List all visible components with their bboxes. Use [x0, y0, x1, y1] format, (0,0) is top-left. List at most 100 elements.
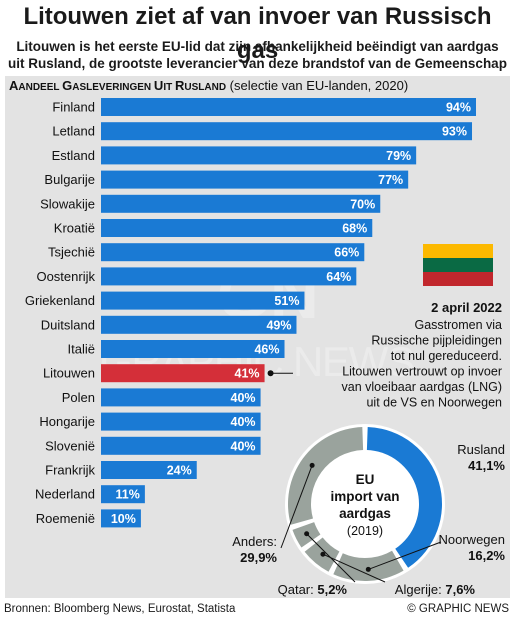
bar-highlight	[101, 364, 265, 383]
caps-initial: G	[62, 78, 72, 93]
bar	[101, 146, 417, 165]
bar	[101, 485, 145, 504]
annotation-line: Litouwen vertrouwt op invoer	[342, 365, 502, 379]
bar-value-label: 41%	[235, 367, 260, 381]
bar-value-label: 79%	[386, 149, 411, 163]
bar	[101, 315, 297, 334]
bar-category-label: Oostenrijk	[36, 269, 95, 284]
donut-label-value: 7,6%	[445, 582, 475, 597]
chart-title-caps: AANDEEL GASLEVERINGEN UIT RUSLAND	[9, 78, 226, 93]
bar-category-label: Slovenië	[45, 438, 95, 453]
bar	[101, 436, 261, 455]
chart-title: AANDEEL GASLEVERINGEN UIT RUSLAND (selec…	[9, 78, 408, 93]
subtitle-line-1: Litouwen is het eerste EU-lid dat zijn a…	[16, 39, 499, 54]
donut-label-value: 29,9%	[240, 550, 277, 565]
bar-category-label: Hongarije	[39, 414, 95, 429]
bar-category-label: Finland	[52, 100, 95, 115]
bar-category-label: Nederland	[35, 487, 95, 502]
donut-label-name: Algerije:	[395, 582, 446, 597]
annotation-line: tot nul gereduceerd.	[391, 349, 502, 363]
donut-label-name: Noorwegen	[439, 532, 506, 547]
donut-label-qatar: Qatar: 5,2%	[278, 582, 348, 597]
bar-value-label: 46%	[254, 343, 279, 357]
bar	[101, 170, 409, 189]
bar-value-label: 68%	[342, 222, 367, 236]
headline: Litouwen ziet af van invoer van Russisch…	[23, 3, 492, 64]
bar	[101, 461, 197, 479]
bar-value-label: 77%	[378, 173, 403, 187]
annotation-line: Gasstromen via	[414, 318, 502, 332]
bar-category-label: Letland	[52, 124, 95, 139]
donut-label-name: Anders:	[232, 534, 277, 549]
annotation-line: Russische pijpleidingen	[371, 334, 502, 348]
bar-category-label: Bulgarije	[44, 172, 95, 187]
donut-center-label: import van	[330, 489, 399, 504]
chart-svg: AANDEEL GASLEVERINGEN UIT RUSLAND (selec…	[9, 78, 506, 597]
bar-value-label: 49%	[266, 318, 291, 332]
donut-leader-line	[322, 553, 386, 583]
credit: © GRAPHIC NEWS	[407, 603, 509, 615]
caps-initial: A	[9, 78, 19, 93]
donut-leader-dot	[320, 551, 326, 557]
bar-category-label: Polen	[62, 390, 95, 405]
bar-value-label: 10%	[111, 512, 136, 526]
bar-category-label: Litouwen	[43, 366, 95, 381]
donut-label-value: 41,1%	[468, 458, 505, 473]
bar-value-label: 40%	[231, 415, 256, 429]
donut-leader-dot	[309, 462, 315, 468]
bar-category-label: Tsjechië	[48, 245, 95, 260]
bar	[101, 194, 381, 213]
bar-category-label: Slowakije	[40, 196, 95, 211]
bar-value-label: 66%	[334, 246, 359, 260]
caps-rest: ASLEVERINGEN	[72, 82, 154, 93]
caps-rest: ANDEEL	[18, 82, 62, 93]
bar-value-label: 70%	[350, 197, 375, 211]
chart-title-note: (selectie van EU-landen, 2020)	[226, 78, 408, 93]
annotation-line: uit de VS en Noorwegen	[366, 396, 502, 410]
bar-value-label: 93%	[442, 125, 467, 139]
source-note: Bronnen: Bloomberg News, Eurostat, Stati…	[4, 603, 236, 615]
donut-center-label: aardgas	[339, 506, 391, 521]
bar-category-label: Frankrijk	[45, 463, 95, 478]
annotation-line: van vloeibaar aardgas (LNG)	[342, 380, 503, 394]
bar	[101, 219, 373, 237]
bar	[101, 388, 261, 407]
bar-value-label: 40%	[231, 439, 256, 453]
caps-initial: U	[154, 78, 163, 93]
donut-leader-line	[368, 541, 442, 570]
caps-initial: R	[175, 78, 185, 93]
donut-slice	[366, 427, 443, 568]
donut-center-label: (2019)	[347, 524, 383, 538]
bar	[101, 243, 365, 262]
subtitle-line-2: uit Rusland, de grootste leverancier van…	[8, 56, 507, 71]
bar	[101, 98, 476, 116]
donut-label-name: Qatar:	[278, 582, 318, 597]
bar-value-label: 11%	[116, 488, 140, 502]
bar-category-label: Griekenland	[25, 293, 95, 308]
bar	[101, 291, 305, 310]
donut-leader-dot	[304, 531, 310, 537]
flag-stripe-yellow	[423, 244, 493, 258]
bar	[101, 509, 141, 528]
donut-label-value: 16,2%	[468, 548, 505, 563]
bar-category-label: Kroatië	[54, 221, 95, 236]
bar-value-label: 94%	[446, 101, 471, 115]
bar-value-label: 24%	[167, 464, 192, 478]
highlight-dot	[267, 370, 274, 377]
bar-category-label: Italië	[68, 342, 95, 357]
bar-category-label: Estland	[52, 148, 95, 163]
bar	[101, 412, 261, 431]
donut-leader-line	[280, 465, 313, 549]
donut-slice	[288, 427, 364, 525]
chart-panel: AANDEEL GASLEVERINGEN UIT RUSLAND (selec…	[5, 76, 510, 598]
donut-slice	[333, 550, 404, 581]
bar	[101, 340, 285, 358]
donut-hole	[313, 452, 417, 556]
donut-leader-line	[306, 533, 356, 583]
flag-stripe-green	[423, 258, 493, 272]
bar-category-label: Roemenië	[36, 511, 95, 526]
bar-value-label: 40%	[231, 391, 256, 405]
bar	[101, 267, 357, 286]
donut-label-algerije: Algerije: 7,6%	[395, 582, 476, 597]
bar-category-label: Duitsland	[41, 317, 95, 332]
